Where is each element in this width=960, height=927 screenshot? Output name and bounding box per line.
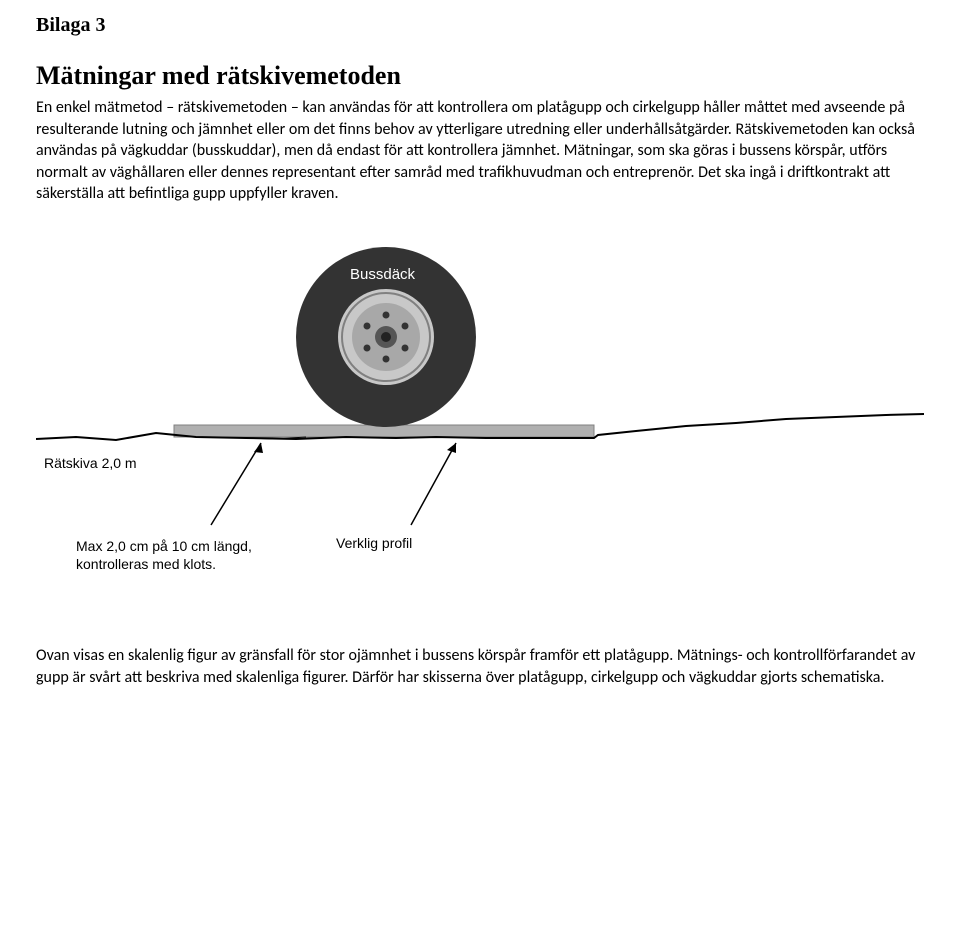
lug-bolt bbox=[383, 311, 390, 318]
lug-bolt bbox=[364, 322, 371, 329]
page-title: Mätningar med rätskivemetoden bbox=[36, 61, 924, 91]
bus-tire: Bussdäck bbox=[296, 247, 476, 427]
diagram-svg: Bussdäck bbox=[36, 245, 924, 585]
tire-label-text: Bussdäck bbox=[350, 266, 416, 283]
arrow-profile bbox=[411, 443, 456, 525]
hub-center bbox=[381, 332, 391, 342]
body-paragraph: En enkel mätmetod – rätskivemetoden – ka… bbox=[36, 97, 924, 205]
arrow-gap bbox=[211, 443, 263, 525]
ratskiva-label: Rätskiva 2,0 m bbox=[44, 455, 137, 471]
appendix-label: Bilaga 3 bbox=[36, 14, 924, 37]
page: Bilaga 3 Mätningar med rätskivemetoden E… bbox=[0, 0, 960, 927]
lug-bolt bbox=[402, 344, 409, 351]
diagram: Bussdäck Rätskiva 2,0 m Max 2,0 cm på 10… bbox=[36, 245, 924, 585]
profile-label: Verklig profil bbox=[336, 535, 412, 551]
lug-bolt bbox=[402, 322, 409, 329]
closing-paragraph: Ovan visas en skalenlig figur av gränsfa… bbox=[36, 645, 924, 688]
lug-bolt bbox=[383, 355, 390, 362]
lug-bolt bbox=[364, 344, 371, 351]
max-gap-label: Max 2,0 cm på 10 cm längd, kontrolleras … bbox=[76, 537, 256, 573]
